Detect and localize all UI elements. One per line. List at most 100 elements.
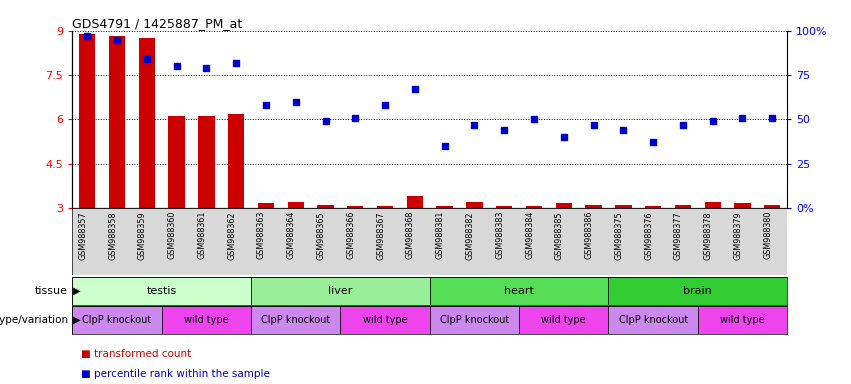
Point — [527, 116, 541, 122]
Bar — [705, 202, 721, 208]
Point — [169, 63, 183, 70]
Text: GSM988360: GSM988360 — [168, 211, 177, 260]
Bar — [162, 306, 251, 334]
Text: genotype/variation: genotype/variation — [0, 315, 68, 325]
Bar — [79, 34, 95, 208]
Text: ClpP knockout: ClpP knockout — [83, 315, 151, 325]
Bar — [407, 196, 423, 208]
Bar — [430, 277, 608, 305]
Bar — [526, 206, 542, 208]
Text: GSM988358: GSM988358 — [108, 211, 117, 260]
Text: GSM988379: GSM988379 — [734, 211, 742, 260]
Point — [111, 37, 124, 43]
Bar — [347, 206, 363, 208]
Text: GSM988367: GSM988367 — [376, 211, 385, 260]
Bar — [437, 206, 453, 208]
Text: testis: testis — [146, 286, 177, 296]
Bar — [72, 277, 251, 305]
Bar — [228, 114, 244, 208]
Bar — [258, 204, 274, 208]
Text: GSM988378: GSM988378 — [704, 211, 712, 260]
Text: ▶: ▶ — [70, 315, 80, 325]
Text: GSM988377: GSM988377 — [674, 211, 683, 260]
Point — [229, 60, 243, 66]
Text: GSM988357: GSM988357 — [78, 211, 88, 260]
Bar — [72, 208, 787, 275]
Point — [199, 65, 213, 71]
Text: GSM988361: GSM988361 — [197, 211, 206, 260]
Text: wild type: wild type — [184, 315, 229, 325]
Text: GSM988359: GSM988359 — [138, 211, 147, 260]
Text: GSM988381: GSM988381 — [436, 211, 445, 260]
Text: GDS4791 / 1425887_PM_at: GDS4791 / 1425887_PM_at — [72, 17, 243, 30]
Point — [348, 114, 362, 121]
Text: GSM988365: GSM988365 — [317, 211, 325, 260]
Bar — [519, 306, 608, 334]
Text: wild type: wild type — [541, 315, 586, 325]
Bar — [288, 202, 304, 208]
Bar — [585, 205, 602, 208]
Text: GSM988375: GSM988375 — [614, 211, 623, 260]
Point — [765, 114, 779, 121]
Text: GSM988385: GSM988385 — [555, 211, 563, 260]
Text: ClpP knockout: ClpP knockout — [261, 315, 330, 325]
Point — [735, 114, 749, 121]
Point — [378, 102, 391, 108]
Point — [437, 143, 451, 149]
Bar — [198, 116, 214, 208]
Bar — [317, 205, 334, 208]
Bar — [764, 205, 780, 208]
Text: ClpP knockout: ClpP knockout — [440, 315, 509, 325]
Bar — [675, 205, 691, 208]
Text: GSM988382: GSM988382 — [465, 211, 475, 260]
Point — [646, 139, 660, 146]
Point — [288, 99, 303, 105]
Point — [497, 127, 511, 133]
Bar — [466, 202, 483, 208]
Point — [259, 102, 272, 108]
Text: GSM988363: GSM988363 — [257, 211, 266, 260]
Bar — [608, 277, 787, 305]
Bar — [340, 306, 430, 334]
Bar — [496, 206, 512, 208]
Point — [467, 122, 481, 128]
Bar — [608, 306, 698, 334]
Text: GSM988380: GSM988380 — [763, 211, 772, 260]
Bar — [615, 205, 631, 208]
Bar — [251, 277, 430, 305]
Text: GSM988368: GSM988368 — [406, 211, 415, 260]
Bar — [430, 306, 519, 334]
Point — [616, 127, 630, 133]
Text: GSM988362: GSM988362 — [227, 211, 237, 260]
Bar — [251, 306, 340, 334]
Point — [140, 56, 154, 63]
Bar — [645, 206, 661, 208]
Text: GSM988376: GSM988376 — [644, 211, 653, 260]
Text: GSM988383: GSM988383 — [495, 211, 504, 260]
Bar — [139, 38, 155, 208]
Bar — [556, 204, 572, 208]
Text: GSM988384: GSM988384 — [525, 211, 534, 260]
Bar — [109, 36, 125, 208]
Text: liver: liver — [328, 286, 352, 296]
Point — [80, 33, 94, 40]
Point — [408, 86, 422, 93]
Text: wild type: wild type — [720, 315, 765, 325]
Text: GSM988386: GSM988386 — [585, 211, 594, 260]
Text: wild type: wild type — [363, 315, 408, 325]
Text: GSM988364: GSM988364 — [287, 211, 296, 260]
Text: tissue: tissue — [35, 286, 68, 296]
Bar — [72, 306, 162, 334]
Bar — [698, 306, 787, 334]
Text: heart: heart — [504, 286, 534, 296]
Text: ■ transformed count: ■ transformed count — [81, 349, 191, 359]
Bar — [377, 206, 393, 208]
Bar — [734, 204, 751, 208]
Bar — [168, 116, 185, 208]
Text: ▶: ▶ — [70, 286, 80, 296]
Text: ■ percentile rank within the sample: ■ percentile rank within the sample — [81, 369, 270, 379]
Point — [318, 118, 332, 124]
Point — [557, 134, 570, 140]
Point — [676, 122, 689, 128]
Text: brain: brain — [683, 286, 712, 296]
